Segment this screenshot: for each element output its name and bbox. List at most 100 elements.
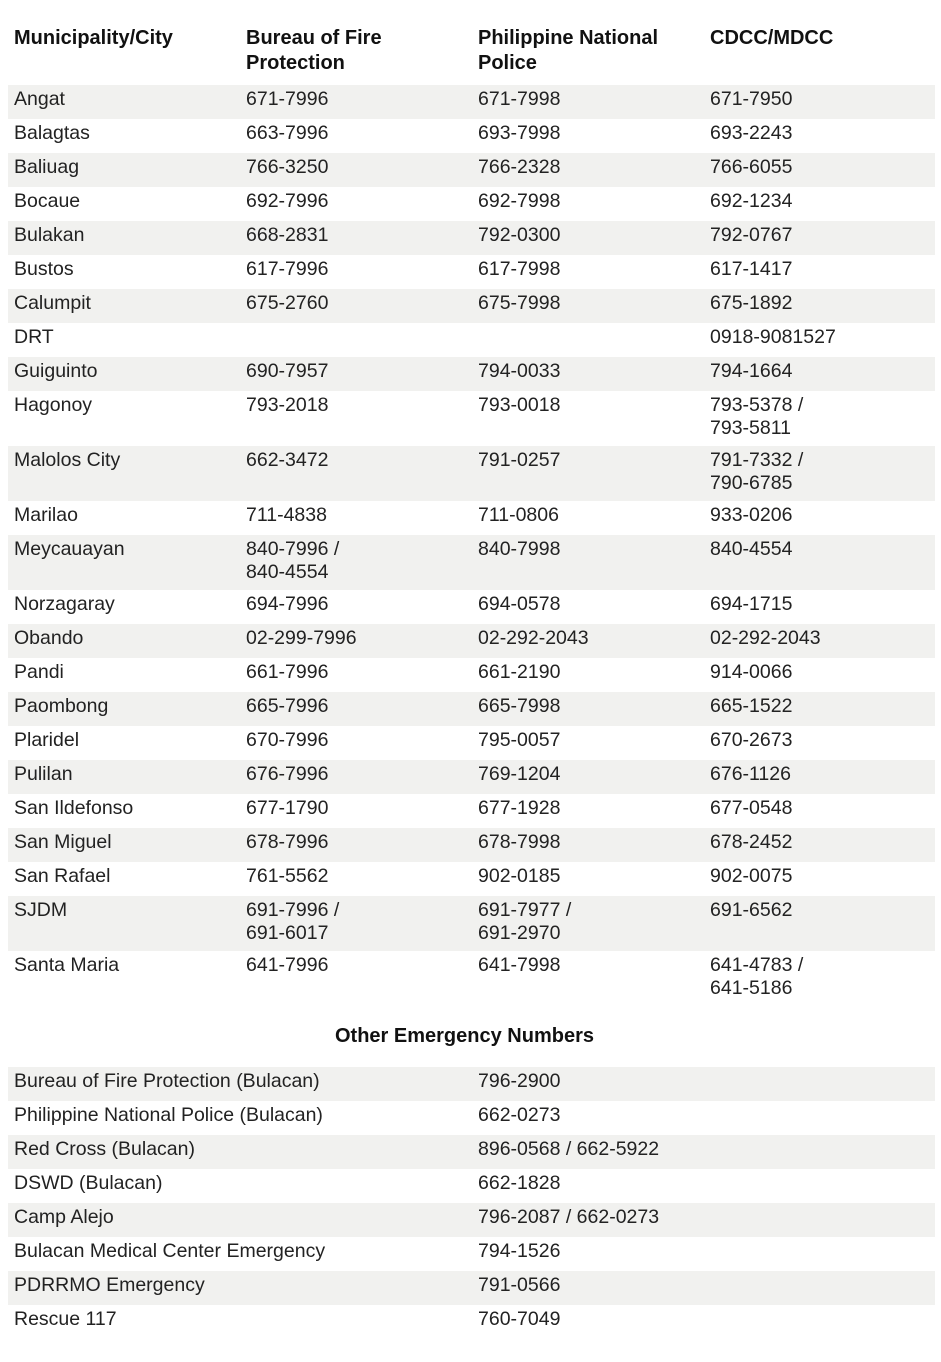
cdcc-number-cell: 694-1715 <box>704 590 935 624</box>
municipality-cell: Norzagaray <box>8 590 240 624</box>
table-row: San Miguel 678-7996 678-7998 678-2452 <box>8 828 935 862</box>
table-row: Paombong 665-7996 665-7998 665-1522 <box>8 692 935 726</box>
municipality-cell: Calumpit <box>8 289 240 323</box>
bfp-number-cell: 677-1790 <box>240 794 472 828</box>
header-row: Municipality/City Bureau of Fire Protect… <box>8 24 935 85</box>
pnp-number-cell: 665-7998 <box>472 692 704 726</box>
bfp-number-cell: 676-7996 <box>240 760 472 794</box>
table-row: Guiguinto 690-7957 794-0033 794-1664 <box>8 357 935 391</box>
pnp-number-cell: 678-7998 <box>472 828 704 862</box>
agency-name-cell: PDRRMO Emergency <box>8 1271 472 1305</box>
bfp-number-cell: 668-2831 <box>240 221 472 255</box>
table-row: San Ildefonso 677-1790 677-1928 677-0548 <box>8 794 935 828</box>
pnp-number-cell: 902-0185 <box>472 862 704 896</box>
table-row: Angat 671-7996 671-7998 671-7950 <box>8 85 935 119</box>
cdcc-number-cell: 840-4554 <box>704 535 935 590</box>
bfp-number-cell: 793-2018 <box>240 391 472 446</box>
header-pnp: Philippine National Police <box>478 27 659 74</box>
header-bfp: Bureau of Fire Protection <box>246 27 382 74</box>
agency-name-cell: Bulacan Medical Center Emergency <box>8 1237 472 1271</box>
pnp-number-cell: 677-1928 <box>472 794 704 828</box>
pnp-number-cell: 766-2328 <box>472 153 704 187</box>
bfp-number-cell: 617-7996 <box>240 255 472 289</box>
bfp-number-cell: 691-7996 /691-6017 <box>240 896 472 951</box>
pnp-number-cell: 693-7998 <box>472 119 704 153</box>
pnp-number-cell: 02-292-2043 <box>472 624 704 658</box>
other-table-row: Bulacan Medical Center Emergency 794-1526 <box>8 1237 935 1271</box>
agency-number-cell: 796-2087 / 662-0273 <box>472 1203 935 1237</box>
municipality-cell: Malolos City <box>8 446 240 501</box>
cdcc-number-cell: 677-0548 <box>704 794 935 828</box>
bfp-number-cell: 675-2760 <box>240 289 472 323</box>
cdcc-number-cell: 692-1234 <box>704 187 935 221</box>
municipality-cell: Bocaue <box>8 187 240 221</box>
cdcc-number-cell-line: 791-7332 / <box>710 449 804 471</box>
municipality-cell: Marilao <box>8 501 240 535</box>
pnp-number-cell-line: 691-2970 <box>478 922 561 944</box>
municipality-cell: Balagtas <box>8 119 240 153</box>
table-row: Balagtas 663-7996 693-7998 693-2243 <box>8 119 935 153</box>
header-cdcc: CDCC/MDCC <box>710 27 834 49</box>
cdcc-number-cell: 02-292-2043 <box>704 624 935 658</box>
pnp-number-cell: 692-7998 <box>472 187 704 221</box>
header-municipality: Municipality/City <box>14 27 173 49</box>
bfp-number-cell: 840-7996 /840-4554 <box>240 535 472 590</box>
pnp-number-cell: 792-0300 <box>472 221 704 255</box>
pnp-number-cell: 694-0578 <box>472 590 704 624</box>
agency-number-cell: 760-7049 <box>472 1305 935 1339</box>
municipality-cell: SJDM <box>8 896 240 951</box>
pnp-number-cell: 671-7998 <box>472 85 704 119</box>
pnp-number-cell: 791-0257 <box>472 446 704 501</box>
cdcc-number-cell: 676-1126 <box>704 760 935 794</box>
pnp-number-cell: 794-0033 <box>472 357 704 391</box>
agency-name-cell: DSWD (Bulacan) <box>8 1169 472 1203</box>
pnp-number-cell: 641-7998 <box>472 951 704 1006</box>
table-row: Calumpit 675-2760 675-7998 675-1892 <box>8 289 935 323</box>
pnp-number-cell <box>472 323 704 357</box>
other-numbers-table: Bureau of Fire Protection (Bulacan) 796-2… <box>8 1067 935 1339</box>
agency-number-cell: 896-0568 / 662-5922 <box>472 1135 935 1169</box>
agency-name-cell: Camp Alejo <box>8 1203 472 1237</box>
cdcc-number-cell-line: 641-5186 <box>710 977 793 999</box>
cdcc-number-cell: 0918-9081527 <box>704 323 935 357</box>
municipality-cell: Pulilan <box>8 760 240 794</box>
cdcc-number-cell: 792-0767 <box>704 221 935 255</box>
bfp-number-cell <box>240 323 472 357</box>
agency-number-cell: 662-1828 <box>472 1169 935 1203</box>
cdcc-number-cell: 794-1664 <box>704 357 935 391</box>
municipality-cell: Paombong <box>8 692 240 726</box>
agency-number-cell: 791-0566 <box>472 1271 935 1305</box>
bfp-number-cell: 661-7996 <box>240 658 472 692</box>
municipality-cell: San Miguel <box>8 828 240 862</box>
pnp-number-cell: 661-2190 <box>472 658 704 692</box>
cdcc-number-cell: 671-7950 <box>704 85 935 119</box>
bfp-number-cell: 663-7996 <box>240 119 472 153</box>
cdcc-number-cell: 791-7332 /790-6785 <box>704 446 935 501</box>
bfp-number-cell: 665-7996 <box>240 692 472 726</box>
other-table-row: PDRRMO Emergency 791-0566 <box>8 1271 935 1305</box>
table-row: Baliuag 766-3250 766-2328 766-6055 <box>8 153 935 187</box>
table-row: Hagonoy 793-2018 793-0018 793-5378 /793-581… <box>8 391 935 446</box>
pnp-number-cell: 769-1204 <box>472 760 704 794</box>
municipality-cell: San Ildefonso <box>8 794 240 828</box>
table-row: Bulakan 668-2831 792-0300 792-0767 <box>8 221 935 255</box>
cdcc-number-cell: 641-4783 /641-5186 <box>704 951 935 1006</box>
cdcc-number-cell: 617-1417 <box>704 255 935 289</box>
cdcc-number-cell: 678-2452 <box>704 828 935 862</box>
agency-number-cell: 796-2900 <box>472 1067 935 1101</box>
pnp-number-cell: 617-7998 <box>472 255 704 289</box>
agency-number-cell: 794-1526 <box>472 1237 935 1271</box>
pnp-number-cell: 793-0018 <box>472 391 704 446</box>
table-row: Meycauayan 840-7996 /840-4554 840-7998 840-… <box>8 535 935 590</box>
municipality-cell: Angat <box>8 85 240 119</box>
cdcc-number-cell: 902-0075 <box>704 862 935 896</box>
bfp-number-cell: 711-4838 <box>240 501 472 535</box>
municipal-contacts-table: Municipality/City Bureau of Fire Protect… <box>8 24 935 1006</box>
municipality-cell: Guiguinto <box>8 357 240 391</box>
cdcc-number-cell-line: 790-6785 <box>710 472 793 494</box>
cdcc-number-cell-line: 793-5811 <box>710 417 791 439</box>
table-row: Bustos 617-7996 617-7998 617-1417 <box>8 255 935 289</box>
table-row: Santa Maria 641-7996 641-7998 641-4783 /641… <box>8 951 935 1006</box>
table-row: DRT 0918-9081527 <box>8 323 935 357</box>
bfp-number-cell: 641-7996 <box>240 951 472 1006</box>
